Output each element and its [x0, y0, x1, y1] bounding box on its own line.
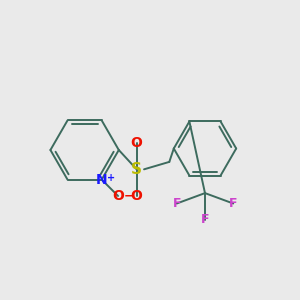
- Text: S: S: [131, 162, 142, 177]
- Text: N: N: [96, 172, 107, 187]
- Text: F: F: [172, 197, 181, 210]
- Text: O: O: [131, 136, 142, 150]
- Text: F: F: [229, 197, 238, 210]
- Text: F: F: [201, 213, 209, 226]
- Text: +: +: [106, 173, 115, 183]
- Text: O: O: [112, 189, 124, 203]
- Text: O: O: [131, 189, 142, 203]
- Text: −: −: [124, 189, 135, 203]
